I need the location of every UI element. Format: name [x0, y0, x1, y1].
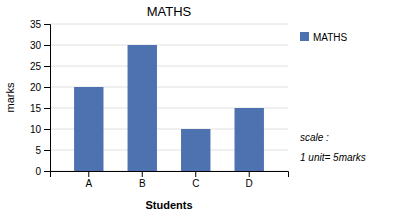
y-axis-line — [44, 25, 51, 172]
y-tick-mark — [44, 24, 50, 25]
x-tick: C — [192, 171, 199, 189]
y-tick-mark — [44, 108, 50, 109]
bar — [74, 87, 103, 171]
y-tick-label: 0 — [35, 166, 41, 177]
x-tick-label: C — [192, 178, 199, 189]
legend: MATHS — [300, 32, 348, 43]
grid-line — [50, 66, 288, 67]
legend-label: MATHS — [313, 32, 348, 43]
y-tick-label: 25 — [30, 61, 42, 72]
x-tick-label: A — [85, 178, 92, 189]
y-tick: 25 — [30, 61, 50, 72]
legend-swatch — [300, 32, 309, 41]
x-tick-label: B — [139, 178, 146, 189]
y-tick: 5 — [35, 145, 50, 156]
y-tick-mark — [44, 171, 50, 172]
bar — [235, 108, 264, 171]
y-tick: 0 — [35, 166, 50, 177]
y-tick-label: 35 — [30, 19, 42, 30]
x-tick-mark — [249, 171, 250, 177]
y-tick-mark — [44, 66, 50, 67]
y-tick-mark — [44, 150, 50, 151]
y-tick-mark — [44, 87, 50, 88]
y-tick-mark — [44, 45, 50, 46]
annotation: 1 unit= 5marks — [300, 152, 366, 163]
y-tick-label: 5 — [35, 145, 41, 156]
bar — [128, 45, 157, 171]
y-tick: 20 — [30, 82, 50, 93]
x-tick-label: D — [246, 178, 253, 189]
y-tick: 35 — [30, 19, 50, 30]
x-tick: D — [246, 171, 253, 189]
y-tick-label: 15 — [30, 103, 42, 114]
chart: 0 5 10 15 20 25 30 35 A B C D MATHS marks Students MATH… — [0, 0, 400, 217]
y-tick: 10 — [30, 124, 50, 135]
y-axis-title: marks — [4, 82, 16, 112]
x-tick: B — [139, 171, 146, 189]
plot-area: 0 5 10 15 20 25 30 35 A B C D — [30, 19, 289, 189]
legend-item: MATHS — [300, 32, 348, 43]
bar — [181, 129, 210, 171]
grid-line — [50, 45, 288, 46]
y-tick-label: 10 — [30, 124, 42, 135]
x-axis-line — [51, 172, 289, 178]
grid — [50, 24, 288, 171]
y-tick: 30 — [30, 40, 50, 51]
x-tick-mark — [88, 171, 89, 177]
y-tick-label: 20 — [30, 82, 42, 93]
x-tick: A — [85, 171, 92, 189]
x-axis: A B C D — [51, 171, 289, 189]
annotation: scale : — [300, 132, 329, 143]
x-axis-title: Students — [145, 199, 192, 211]
bars — [74, 45, 264, 171]
y-axis: 0 5 10 15 20 25 30 35 — [30, 19, 51, 177]
y-tick: 15 — [30, 103, 50, 114]
x-tick-mark — [195, 171, 196, 177]
y-tick-label: 30 — [30, 40, 42, 51]
y-tick-mark — [44, 129, 50, 130]
title: MATHS — [147, 4, 192, 19]
grid-line — [50, 24, 288, 25]
x-tick-mark — [142, 171, 143, 177]
